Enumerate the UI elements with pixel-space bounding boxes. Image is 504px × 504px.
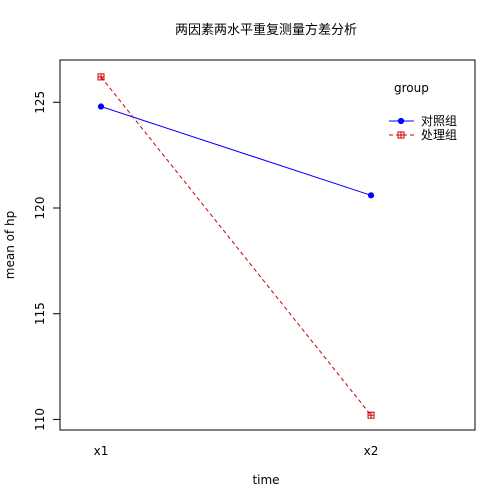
data-point: [367, 411, 375, 419]
data-point: [367, 192, 375, 199]
x-axis: x1 x2: [94, 444, 379, 458]
y-tick-label: 115: [33, 302, 47, 325]
legend-entry: 对照组: [389, 114, 457, 128]
legend-label: 处理组: [421, 128, 457, 142]
plot-area-frame: [59, 59, 476, 431]
legend-title: group: [394, 81, 429, 95]
y-tick-label: 120: [33, 197, 47, 220]
x-axis-label: time: [252, 473, 279, 487]
series-line: [100, 76, 372, 416]
series-line: [100, 106, 372, 196]
data-point: [397, 117, 405, 125]
legend-entry: 处理组: [389, 128, 457, 142]
series-1: [97, 103, 375, 199]
y-tick-label: 110: [33, 408, 47, 431]
data-point: [397, 131, 405, 139]
data-point: [97, 103, 105, 110]
y-axis-label: mean of hp: [3, 211, 17, 279]
y-tick-label: 125: [33, 91, 47, 114]
chart-title: 两因素两水平重复测量方差分析: [175, 22, 357, 38]
data-point: [97, 73, 105, 81]
legend-label: 对照组: [421, 114, 457, 128]
series-2: [97, 73, 375, 419]
series-layer: [97, 73, 375, 419]
y-axis: 110 115 120 125: [33, 91, 61, 431]
x-tick-label: x1: [94, 444, 109, 458]
x-tick-label: x2: [364, 444, 379, 458]
